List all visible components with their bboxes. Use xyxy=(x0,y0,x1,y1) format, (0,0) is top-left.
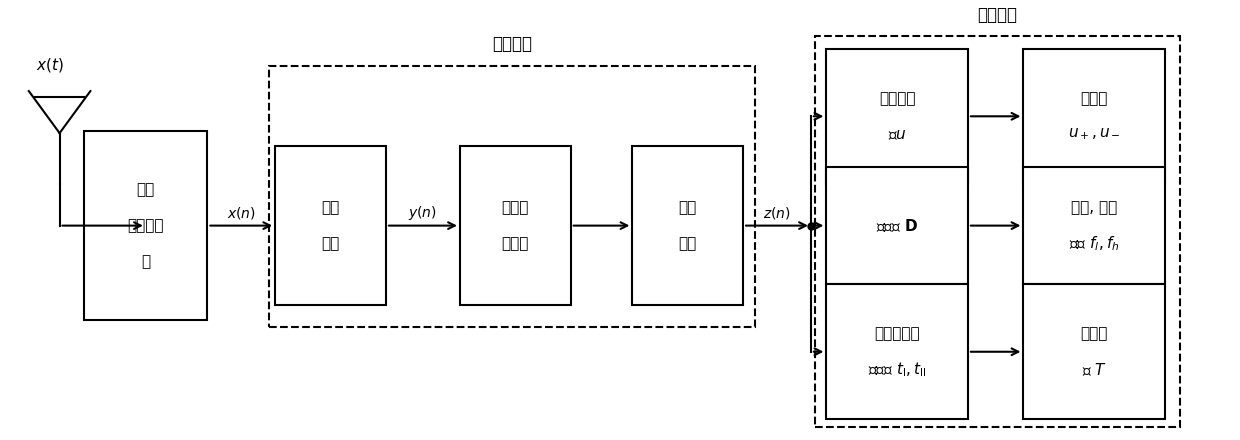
FancyBboxPatch shape xyxy=(826,49,968,183)
Text: 滤波: 滤波 xyxy=(678,236,697,251)
Text: 序列: 序列 xyxy=(321,200,340,215)
Text: $x(n)$: $x(n)$ xyxy=(227,205,255,221)
Text: 化时刻 $t_\mathrm{I}, t_\mathrm{II}$: 化时刻 $t_\mathrm{I}, t_\mathrm{II}$ xyxy=(868,360,926,379)
FancyBboxPatch shape xyxy=(84,131,207,320)
FancyBboxPatch shape xyxy=(826,167,968,285)
Text: 集$u$: 集$u$ xyxy=(888,127,906,142)
FancyBboxPatch shape xyxy=(275,146,386,305)
Text: 希尔伯: 希尔伯 xyxy=(502,200,529,215)
Text: 斜率正负变: 斜率正负变 xyxy=(874,326,920,341)
Text: 特征提取: 特征提取 xyxy=(492,35,532,53)
Text: 特变化: 特变化 xyxy=(502,236,529,251)
Text: $x(t)$: $x(t)$ xyxy=(36,56,63,74)
Text: 调频率: 调频率 xyxy=(1080,91,1107,106)
FancyBboxPatch shape xyxy=(460,146,570,305)
Text: $z(n)$: $z(n)$ xyxy=(763,205,791,221)
FancyBboxPatch shape xyxy=(826,285,968,419)
Text: 频率 $f_l, f_h$: 频率 $f_l, f_h$ xyxy=(1069,234,1120,253)
FancyBboxPatch shape xyxy=(632,146,743,305)
Text: 信号: 信号 xyxy=(136,182,155,198)
FancyBboxPatch shape xyxy=(1023,49,1166,183)
Text: 样: 样 xyxy=(141,254,150,269)
Text: 调频周: 调频周 xyxy=(1080,326,1107,341)
Text: 低通: 低通 xyxy=(678,200,697,215)
Text: 差分: 差分 xyxy=(321,236,340,251)
FancyBboxPatch shape xyxy=(1023,167,1166,285)
Text: 包络斜率: 包络斜率 xyxy=(879,91,915,106)
Text: 参数估计: 参数估计 xyxy=(977,6,1018,24)
Text: $u_+, u_-$: $u_+, u_-$ xyxy=(1068,126,1121,142)
Text: 接收、采: 接收、采 xyxy=(128,218,164,233)
Text: 数据集 $\mathbf{D}$: 数据集 $\mathbf{D}$ xyxy=(877,217,918,234)
Text: 期 $T$: 期 $T$ xyxy=(1081,361,1107,378)
FancyBboxPatch shape xyxy=(1023,285,1166,419)
Text: 最低, 最高: 最低, 最高 xyxy=(1071,200,1117,215)
Text: $y(n)$: $y(n)$ xyxy=(408,204,438,222)
